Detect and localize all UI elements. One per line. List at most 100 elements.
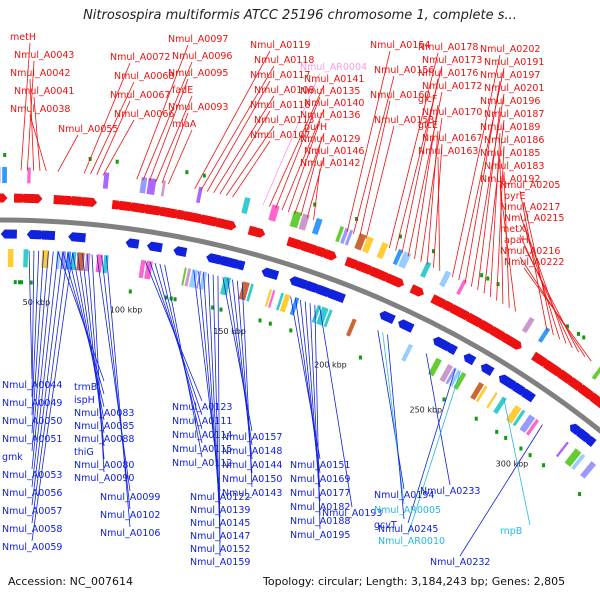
- gene-label: Nmul_A0068: [114, 71, 174, 82]
- leader-line: [206, 80, 271, 192]
- gene-label: Nmul_A0160: [370, 90, 430, 101]
- leader-line: [287, 120, 321, 213]
- leader-line: [281, 108, 325, 211]
- scale-label: 100 kbp: [110, 306, 143, 315]
- gene-label: Nmul_A0154: [370, 40, 430, 51]
- gene-label: glcF: [418, 94, 437, 105]
- leader-line: [425, 353, 451, 486]
- gene-label: thiG: [74, 447, 94, 458]
- leader-line: [149, 78, 189, 182]
- gene-label: Nmul_A0170: [422, 107, 482, 118]
- gene-label: Nmul_A0042: [10, 68, 70, 79]
- leader-line: [101, 255, 131, 510]
- leader-line: [499, 158, 504, 305]
- leader-line: [31, 252, 64, 506]
- gene-label: Nmul_A0185: [480, 148, 540, 159]
- gene-label: Nmul_A0088: [74, 434, 134, 445]
- leader-line: [142, 61, 193, 181]
- gene-label: Nmul_A0167: [422, 133, 482, 144]
- gene-label: Nmul_A0177: [290, 488, 350, 499]
- leader-line: [483, 119, 505, 294]
- gene-label: Nmul_A0057: [2, 506, 62, 517]
- leader-line: [62, 252, 105, 395]
- gene-label: Nmul_A0058: [2, 524, 62, 535]
- gene-label: Nmul_A0053: [2, 470, 62, 481]
- gene-label: Nmul_A0191: [484, 57, 544, 68]
- gene-label: Nmul_A0038: [10, 104, 70, 115]
- gene-label: purH: [304, 122, 327, 133]
- gene-label: Nmul_A0067: [110, 90, 170, 101]
- leader-line: [241, 282, 253, 488]
- leader-line: [459, 424, 543, 557]
- leader-line: [346, 50, 391, 232]
- accession-label: Accession: NC_007614: [8, 575, 134, 588]
- gene-label: rnpB: [500, 526, 522, 537]
- leader-line: [503, 398, 531, 526]
- leader-line: [57, 134, 79, 172]
- leader-line: [200, 65, 275, 191]
- leader-line: [420, 117, 443, 262]
- gene-label: Nmul_A0194: [374, 490, 434, 501]
- gene-label: glcE: [418, 120, 438, 131]
- leader-line: [33, 96, 41, 171]
- gene-label: Nmul_A0096: [172, 51, 232, 62]
- gene-label: Nmul_A0119: [250, 40, 310, 51]
- gene-label: metX: [500, 224, 526, 235]
- leader-line: [387, 334, 405, 520]
- feature-tracks: [0, 153, 600, 497]
- gene-label: Nmul_A0139: [190, 505, 250, 516]
- gene-label: Nmul_A0115: [172, 444, 232, 455]
- gene-label: Nmul_A0178: [418, 42, 478, 53]
- gene-label: Nmul_A0072: [110, 52, 170, 63]
- gene-label: trmB: [74, 382, 97, 393]
- gene-label: Nmul_A0099: [100, 492, 160, 503]
- gene-label: Nmul_A0173: [422, 55, 482, 66]
- forward-cds-track: [0, 193, 600, 409]
- gene-label: Nmul_A0186: [484, 135, 544, 146]
- leader-line: [83, 62, 131, 174]
- gene-label: Nmul_AR0010: [378, 536, 445, 547]
- leader-line: [388, 52, 439, 249]
- gene-labels: metH Nmul_A0043 Nmul_A0042 Nmul_A0041 Nmul_A…: [2, 32, 564, 568]
- gene-label: Nmul_A0140: [304, 98, 364, 109]
- leader-line: [31, 252, 69, 524]
- leader-line: [164, 264, 203, 458]
- gene-label: Nmul_A0107: [250, 130, 310, 141]
- gene-label: Nmul_A0085: [74, 421, 134, 432]
- leader-line: [523, 267, 592, 362]
- leader-line: [57, 251, 105, 382]
- leader-line: [207, 273, 221, 531]
- gene-label: Nmul_A0196: [480, 96, 540, 107]
- gene-label: Nmul_A0113: [254, 115, 314, 126]
- leader-line: [161, 112, 189, 184]
- gene-label: apaH: [504, 235, 529, 246]
- gene-label: Nmul_A0102: [100, 510, 160, 521]
- leader-line: [232, 140, 271, 198]
- gene-label: Nmul_A0176: [418, 68, 478, 79]
- leader-line: [523, 245, 580, 353]
- leader-line: [91, 254, 105, 473]
- leader-line: [470, 93, 505, 287]
- leader-line: [314, 304, 321, 530]
- leader-line: [489, 132, 501, 297]
- leader-line: [225, 125, 275, 196]
- gene-label: Nmul_A0182: [290, 502, 350, 513]
- leader-line: [213, 95, 275, 194]
- leader-line: [306, 156, 325, 218]
- leader-line: [523, 223, 567, 344]
- gene-label: gcvT: [374, 520, 397, 531]
- leader-line: [426, 130, 439, 265]
- gene-label: Nmul_A0217: [500, 202, 560, 213]
- gene-label: Nmul_A0116: [250, 100, 310, 111]
- leader-line: [26, 60, 35, 171]
- backbone-arc: [0, 217, 600, 434]
- gene-label: ispH: [74, 395, 95, 406]
- gene-label: Nmul_A0051: [2, 434, 62, 445]
- gene-label: Nmul_A0150: [222, 474, 282, 485]
- gene-label: Nmul_A0111: [172, 416, 232, 427]
- gene-label: Nmul_A0169: [290, 474, 350, 485]
- leader-line: [31, 251, 59, 488]
- leader-line: [382, 332, 405, 505]
- leader-line: [353, 75, 395, 234]
